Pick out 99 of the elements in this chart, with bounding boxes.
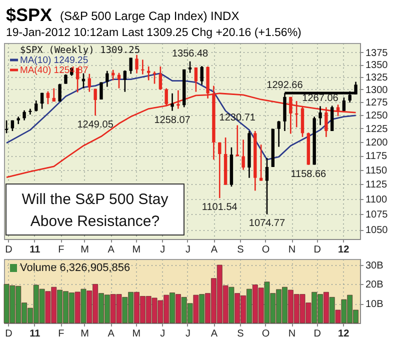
- candlestick: [52, 88, 56, 102]
- candlestick: [236, 124, 239, 157]
- x-tick-label: J: [160, 244, 166, 256]
- candlestick: [342, 96, 346, 112]
- x-tick-label: 12: [338, 244, 350, 256]
- x-tick-label: N: [288, 244, 296, 256]
- y-tick-label: 1200: [366, 137, 388, 148]
- annotation: 1249.05: [77, 120, 114, 131]
- y-tick-label: 1125: [366, 180, 388, 191]
- candlestick: [64, 74, 68, 84]
- candlestick: [123, 70, 127, 92]
- candlestick: [147, 66, 150, 81]
- x-tick-label: A: [210, 328, 218, 340]
- x-tick-label: F: [58, 328, 64, 340]
- chart-subtitle: (S&P 500 Large Cap Index) INDX: [60, 9, 240, 23]
- y-tick-label: 1175: [366, 151, 388, 162]
- y-tick-label: 20B: [366, 280, 384, 291]
- candlestick: [188, 60, 192, 74]
- x-tick-label: M: [80, 244, 90, 256]
- y-tick-label: 10B: [366, 299, 384, 310]
- x-tick-label: A: [108, 244, 115, 256]
- x-tick-label: S: [237, 328, 244, 340]
- x-tick-label: D: [5, 328, 12, 340]
- candlestick: [158, 66, 162, 90]
- x-tick-label: N: [288, 328, 296, 340]
- annotation: Will the S&P 500 Stay Above Resistance?: [22, 191, 169, 230]
- candlestick: [58, 83, 62, 102]
- x-tick-label: A: [108, 328, 115, 340]
- annotation: 1267.06: [302, 93, 339, 104]
- candlestick: [28, 108, 32, 116]
- legend-label: Volume 6,326,905,856: [20, 262, 130, 274]
- annotation: 1074.77: [248, 218, 286, 230]
- x-tick-label: 11: [30, 244, 41, 256]
- x-tick-label: O: [262, 328, 270, 340]
- x-tick-label: 11: [30, 328, 41, 340]
- y-tick-label: 30B: [366, 260, 384, 272]
- x-tick-label: M: [132, 328, 141, 340]
- x-tick-label: M: [132, 244, 141, 256]
- candlestick: [141, 59, 144, 75]
- candlestick: [277, 120, 280, 148]
- chart-title: $SPX: [6, 5, 52, 25]
- x-tick-label: 12: [338, 328, 350, 340]
- candlestick: [106, 70, 109, 88]
- y-tick-label: 1325: [366, 72, 388, 84]
- candlestick: [135, 54, 138, 74]
- candlestick: [194, 66, 198, 92]
- candlestick: [94, 88, 97, 116]
- x-tick-label: D: [314, 244, 321, 256]
- annotation: 1158.66: [290, 168, 327, 180]
- candlestick: [289, 96, 292, 134]
- candlestick: [152, 70, 156, 84]
- candlestick: [46, 90, 50, 105]
- series-label: $SPX (Weekly) 1309.25: [20, 45, 140, 56]
- candlestick: [218, 142, 222, 199]
- y-tick-label: 1250: [366, 110, 388, 122]
- candlestick: [22, 110, 26, 121]
- candlestick: [117, 72, 121, 89]
- y-tick-label: 1300: [366, 84, 388, 96]
- candlestick: [34, 100, 38, 112]
- candlestick: [100, 82, 103, 100]
- x-tick-label: F: [58, 244, 64, 256]
- y-tick-label: 1225: [366, 124, 388, 135]
- candlestick: [294, 100, 298, 128]
- x-tick-label: O: [262, 244, 270, 256]
- y-tick-label: 1150: [366, 165, 388, 176]
- y-tick-label: 1275: [366, 98, 388, 109]
- x-tick-label: M: [80, 328, 90, 340]
- legend-label: MA(10) 1249.25: [20, 55, 88, 66]
- x-tick-label: D: [314, 328, 321, 340]
- candlestick: [318, 106, 322, 126]
- candlestick: [336, 104, 340, 117]
- annotation: 1258.07: [154, 114, 191, 126]
- candlestick: [330, 105, 334, 132]
- x-tick-label: J: [160, 328, 166, 340]
- text: 19-Jan-2012 10:12am Last 1309.25 Chg +20.16 (+1.56%): [6, 27, 302, 39]
- candlestick: [40, 92, 44, 110]
- candlestick: [200, 65, 204, 86]
- candlestick: [242, 139, 245, 170]
- y-tick-label: 1050: [366, 225, 388, 236]
- candlestick: [324, 106, 328, 138]
- x-tick-label: A: [210, 244, 218, 256]
- x-tick-label: J: [185, 328, 190, 340]
- annotation: 1356.48: [172, 48, 209, 60]
- annotation: 1292.66: [266, 80, 304, 92]
- y-tick-label: 1075: [366, 210, 388, 221]
- candlestick: [265, 157, 269, 215]
- y-tick-label: 1100: [366, 194, 388, 206]
- candlestick: [170, 92, 174, 112]
- candlestick: [82, 72, 86, 89]
- annotation: 1101.54: [202, 202, 238, 214]
- candlestick: [259, 144, 263, 182]
- x-tick-label: D: [5, 244, 12, 256]
- x-tick-label: S: [237, 244, 244, 256]
- candlestick: [111, 69, 115, 81]
- candlestick: [129, 57, 132, 74]
- y-tick-label: 1350: [366, 60, 388, 72]
- y-tick-label: 1375: [366, 48, 388, 59]
- x-tick-label: J: [185, 244, 190, 256]
- candlestick: [88, 73, 92, 92]
